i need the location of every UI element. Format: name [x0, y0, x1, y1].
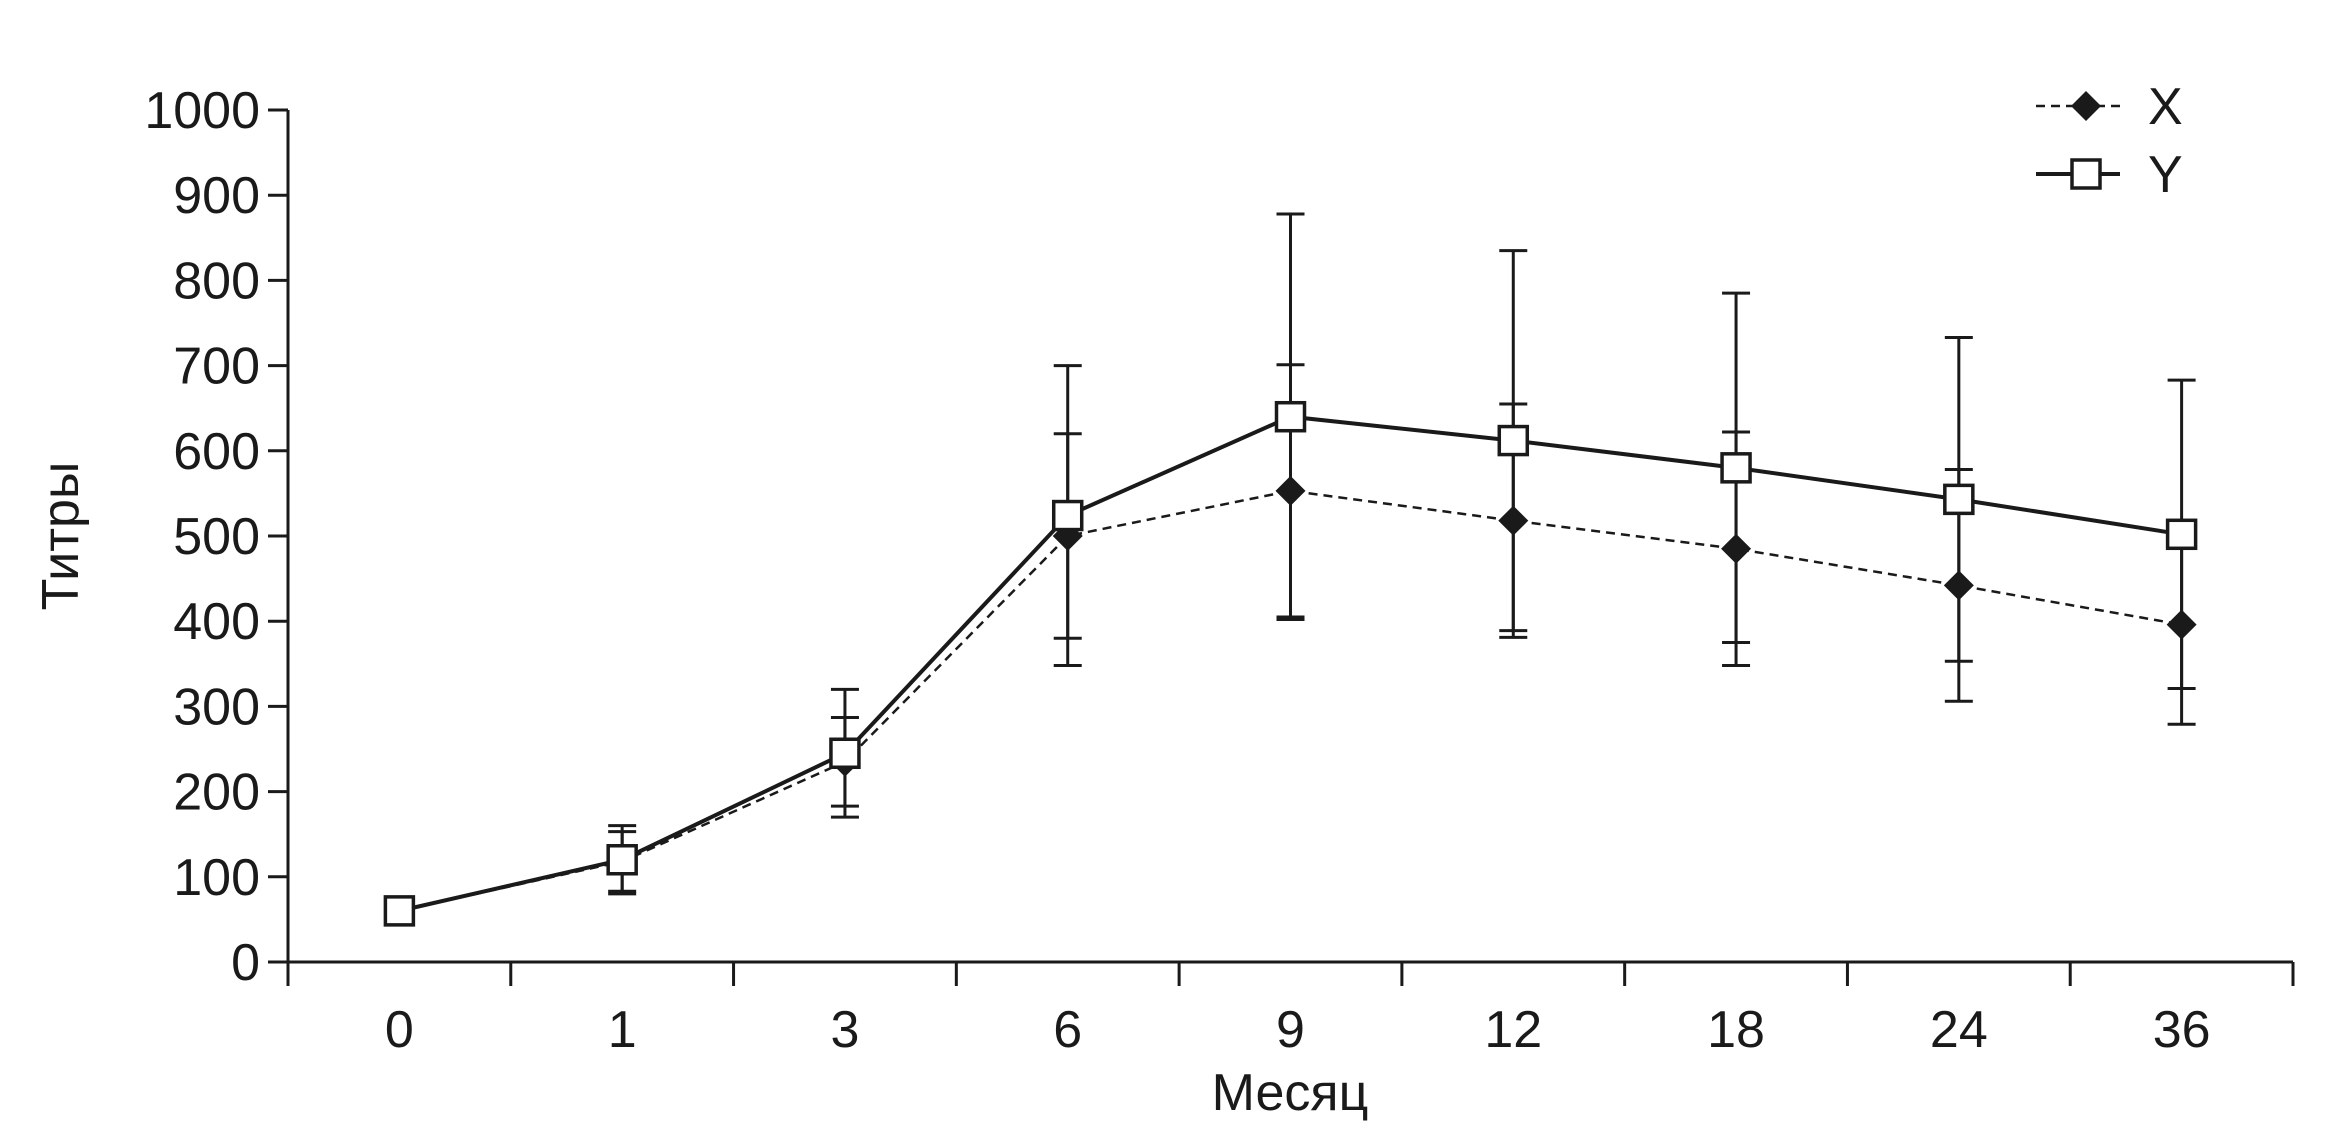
data-point-x: [2166, 609, 2197, 640]
x-tick-label: 1: [608, 1001, 637, 1059]
data-point-y: [1497, 424, 1530, 457]
legend-marker-x: [2071, 91, 2101, 121]
x-tick-label: 36: [2153, 1001, 2211, 1059]
legend-label: X: [2148, 78, 2183, 136]
legend-marker-y: [2070, 158, 2102, 190]
y-tick-label: 400: [173, 593, 260, 651]
x-tick-label: 12: [1484, 1001, 1542, 1059]
y-tick-label: 200: [173, 764, 260, 822]
data-point-x: [1498, 505, 1529, 536]
data-point-y: [1274, 400, 1307, 433]
data-point-y: [2165, 518, 2198, 551]
x-tick-label: 0: [385, 1001, 414, 1059]
data-point-y: [1943, 483, 1975, 516]
data-point-y: [383, 895, 416, 927]
data-point-x: [1721, 533, 1752, 564]
data-point-y: [829, 737, 861, 770]
y-tick-label: 600: [173, 423, 260, 481]
x-tick-label: 6: [1053, 1001, 1082, 1059]
x-tick-label: 9: [1276, 1001, 1305, 1059]
x-tick-label: 3: [830, 1001, 859, 1059]
data-point-x: [1275, 475, 1306, 506]
y-tick-label: 300: [173, 678, 260, 736]
y-tick-label: 700: [173, 338, 260, 396]
y-tick-label: 100: [173, 849, 260, 907]
y-tick-label: 1000: [144, 82, 260, 140]
legend-label: Y: [2148, 146, 2183, 204]
legend: XY: [2036, 78, 2183, 204]
y-tick-label: 0: [231, 934, 260, 992]
series-layer: [383, 212, 2198, 927]
data-point-y: [1720, 452, 1752, 484]
y-tick-label: 800: [173, 252, 260, 310]
y-tick-label: 500: [173, 508, 260, 566]
y-axis-label: Титры: [32, 462, 90, 611]
x-axis-label: Месяц: [1212, 1064, 1369, 1122]
data-point-y: [1051, 499, 1084, 532]
data-point-y: [606, 844, 638, 876]
x-tick-label: 24: [1930, 1001, 1988, 1059]
x-tick-label: 18: [1707, 1001, 1765, 1059]
y-tick-label: 900: [173, 167, 260, 225]
data-point-x: [1943, 570, 1974, 601]
